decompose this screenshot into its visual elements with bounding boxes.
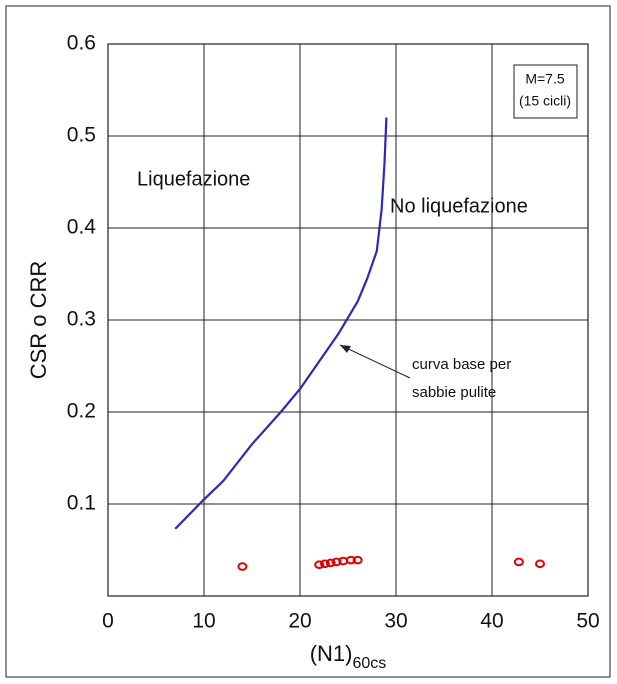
arrow-note: curva base per: [412, 356, 511, 373]
x-tick-label: 0: [102, 610, 114, 633]
point: [325, 558, 336, 568]
note-box: [513, 64, 578, 119]
x-label-main: (N1): [310, 641, 353, 666]
point: [345, 555, 356, 565]
curve: [174, 117, 388, 530]
x-label-sub: 60cs: [352, 655, 386, 672]
arrow-note: sabbie pulite: [412, 384, 496, 401]
box-note: M=7.5: [525, 71, 565, 87]
point: [513, 557, 524, 567]
frame: [5, 5, 611, 678]
arrow: [339, 344, 411, 379]
x-tick-label: 30: [384, 610, 407, 633]
x-tick-label: 50: [576, 610, 599, 633]
y-tick-label: 0.2: [67, 400, 96, 423]
x-axis-label: (N1)60cs: [310, 641, 387, 672]
box-note: (15 cicli): [519, 93, 571, 109]
y-tick-label: 0.6: [67, 32, 96, 55]
y-tick-label: 0.3: [67, 308, 96, 331]
annotation: No liquefazione: [390, 195, 528, 217]
y-tick-label: 0.5: [67, 124, 96, 147]
point: [314, 560, 325, 570]
point: [535, 559, 545, 569]
y-tick-label: 0.1: [67, 492, 96, 515]
y-axis-label: CSR o CRR: [26, 261, 51, 380]
annotation: Liquefazione: [137, 168, 250, 190]
x-tick-label: 10: [192, 610, 215, 633]
point: [319, 559, 330, 569]
point: [352, 555, 363, 565]
x-tick-label: 40: [480, 610, 503, 633]
arrow-head: [340, 345, 351, 353]
point: [237, 562, 248, 571]
y-tick-label: 0.4: [67, 216, 97, 239]
point: [331, 557, 342, 567]
x-tick-label: 20: [288, 610, 311, 633]
